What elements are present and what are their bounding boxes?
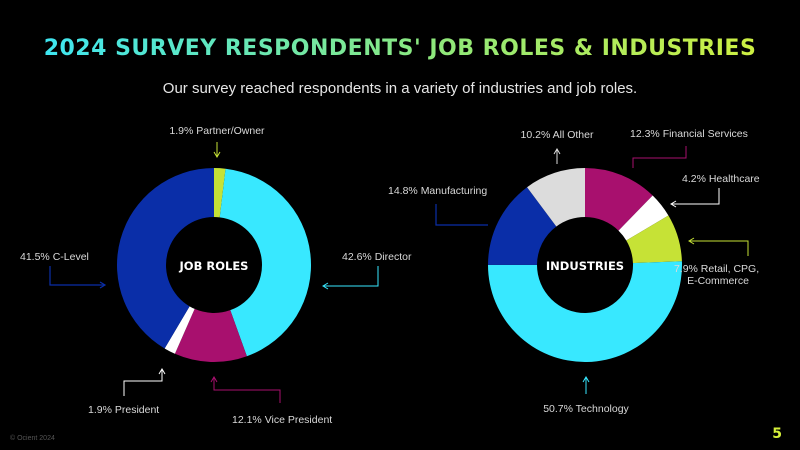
job-roles-donut (117, 168, 311, 362)
leader-retail (690, 240, 749, 256)
label-director: 42.6% Director (342, 251, 412, 263)
label-manufacturing: 14.8% Manufacturing (388, 185, 487, 197)
industries-slice-4 (488, 187, 557, 265)
label-vice-president: 12.1% Vice President (232, 414, 332, 426)
page-title: 2024 Survey Respondents' Job Roles & Ind… (0, 36, 800, 61)
label-retail-line2: E-Commerce (687, 275, 749, 287)
arrow-partner-owner (213, 151, 221, 158)
industries-slice-3 (488, 261, 683, 363)
job-roles-labels: 1.9% Partner/Owner 42.6% Director 12.1% … (20, 125, 412, 426)
arrow-all-other (553, 148, 561, 155)
arrow-retail (688, 237, 695, 245)
leader-c-level (49, 266, 104, 286)
leader-vice-president (213, 378, 281, 403)
arrow-director (322, 282, 329, 290)
label-healthcare: 4.2% Healthcare (682, 173, 760, 185)
job-roles-slice-0 (214, 168, 226, 218)
industries-center-label: INDUSTRIES (546, 259, 624, 273)
industries-donut (488, 168, 683, 363)
label-c-level: 41.5% C-Level (20, 251, 89, 263)
page-subtitle: Our survey reached respondents in a vari… (162, 80, 638, 97)
industries-slice-1 (618, 195, 669, 241)
arrow-c-level (99, 281, 107, 289)
industries-slice-2 (626, 215, 682, 264)
arrow-president (158, 368, 166, 375)
label-retail-line1: 7.9% Retail, CPG, (674, 263, 759, 275)
leader-healthcare (672, 188, 720, 205)
job-roles-slice-4 (117, 168, 214, 349)
leader-financial-services (632, 146, 687, 168)
arrow-vice-president (210, 376, 218, 383)
job-roles-slice-1 (219, 168, 311, 357)
industries-labels: 12.3% Financial Services 4.2% Healthcare… (388, 128, 762, 415)
leader-director (324, 266, 379, 287)
job-roles-slice-2 (174, 308, 247, 362)
page-number: 5 (772, 426, 782, 442)
job-roles-slice-3 (164, 306, 195, 354)
label-partner-owner: 1.9% Partner/Owner (169, 125, 265, 137)
label-president: 1.9% President (88, 404, 159, 416)
label-financial-services: 12.3% Financial Services (630, 128, 748, 140)
industries-slice-0 (585, 168, 653, 231)
industries-slice-5 (527, 168, 585, 227)
label-retail: 7.9% Retail, CPG, E-Commerce (674, 263, 762, 287)
copyright-text: © Ocient 2024 (10, 435, 55, 442)
arrow-technology (582, 376, 590, 383)
job-roles-center-label: JOB ROLES (179, 259, 249, 273)
leader-manufacturing (435, 204, 488, 226)
label-technology: 50.7% Technology (543, 403, 629, 415)
leader-president (123, 370, 163, 396)
label-all-other: 10.2% All Other (521, 129, 594, 141)
arrow-healthcare (670, 200, 677, 208)
